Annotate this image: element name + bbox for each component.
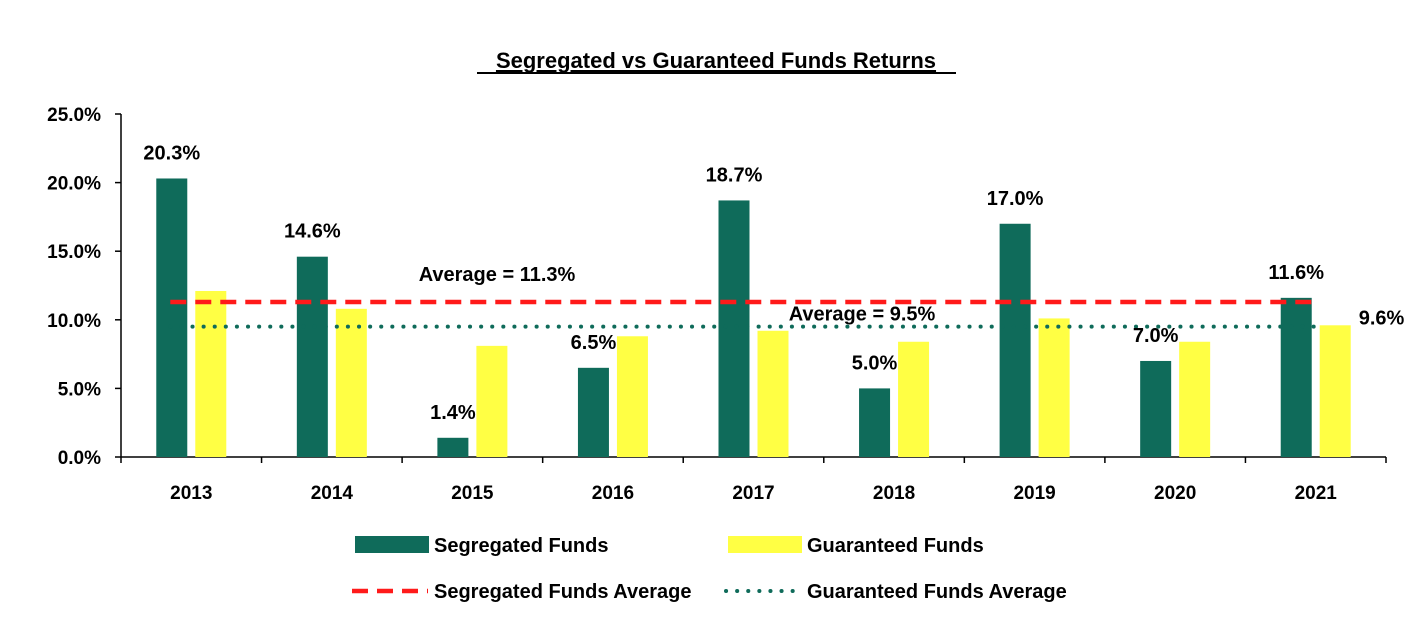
legend-label-segregated-average: Segregated Funds Average [434, 581, 691, 603]
legend-label-guaranteed-average: Guaranteed Funds Average [807, 581, 1067, 603]
bar-guaranteed-2016 [616, 336, 648, 457]
data-label-segregated: 20.3% [143, 142, 200, 164]
y-tick-label: 10.0% [47, 311, 101, 332]
bar-segregated-2016 [577, 367, 609, 457]
bar-segregated-2015 [437, 437, 469, 457]
data-label-segregated: 5.0% [852, 352, 898, 374]
bar-guaranteed-2018 [898, 341, 930, 457]
legend: Segregated Funds Guaranteed Funds Segregat… [352, 535, 1067, 603]
bar-guaranteed-2017 [757, 330, 789, 457]
bar-segregated-2021 [1280, 297, 1312, 457]
x-tick-label: 2018 [873, 483, 915, 504]
data-label-segregated: 6.5% [571, 332, 617, 354]
bar-guaranteed-2020 [1179, 341, 1211, 457]
x-tick-label: 2015 [451, 483, 494, 504]
legend-swatch-guaranteed [728, 536, 802, 553]
y-tick-label: 5.0% [58, 379, 101, 400]
x-tick-label: 2020 [1154, 483, 1196, 504]
bar-guaranteed-2014 [335, 308, 367, 457]
y-tick-label: 15.0% [47, 242, 101, 263]
bar-segregated-2019 [999, 223, 1031, 457]
data-label-segregated: 7.0% [1133, 325, 1179, 347]
segregated-average-label: Average = 11.3% [419, 264, 576, 286]
guaranteed-average-label: Average = 9.5% [789, 304, 936, 326]
y-tick-label: 20.0% [47, 174, 101, 195]
x-tick-label: 2019 [1013, 483, 1055, 504]
data-label-segregated: 18.7% [706, 164, 763, 186]
x-tick-label: 2017 [732, 483, 774, 504]
bar-segregated-2013 [156, 178, 188, 457]
plot-area: 0.0% 5.0% 10.0% 15.0% 20.0% 25.0% 2013 2014 2015… [47, 105, 1404, 504]
data-label-segregated: 17.0% [987, 188, 1044, 210]
bar-guaranteed-2015 [476, 345, 508, 457]
data-label-segregated: 11.6% [1268, 262, 1324, 284]
bar-guaranteed-2019 [1038, 318, 1070, 457]
legend-swatch-segregated [355, 536, 429, 553]
legend-label-guaranteed: Guaranteed Funds [807, 535, 984, 557]
bar-segregated-2014 [296, 256, 328, 457]
x-tick-label: 2016 [592, 483, 634, 504]
data-label-guaranteed: 9.6% [1359, 307, 1405, 329]
bar-segregated-2020 [1140, 360, 1172, 457]
x-tick-label: 2021 [1295, 483, 1338, 504]
chart-title: Segregated vs Guaranteed Funds Returns [496, 48, 936, 73]
bar-segregated-2017 [718, 200, 750, 457]
x-tick-label: 2013 [170, 483, 212, 504]
data-label-segregated: 1.4% [430, 402, 476, 424]
bar-guaranteed-2021 [1319, 325, 1351, 457]
bar-segregated-2018 [859, 388, 891, 457]
x-tick-label: 2014 [311, 483, 354, 504]
legend-label-segregated: Segregated Funds [434, 535, 608, 557]
y-tick-label: 25.0% [47, 105, 101, 126]
y-tick-label: 0.0% [58, 448, 101, 469]
bar-guaranteed-2013 [195, 290, 227, 457]
data-label-segregated: 14.6% [284, 221, 341, 243]
